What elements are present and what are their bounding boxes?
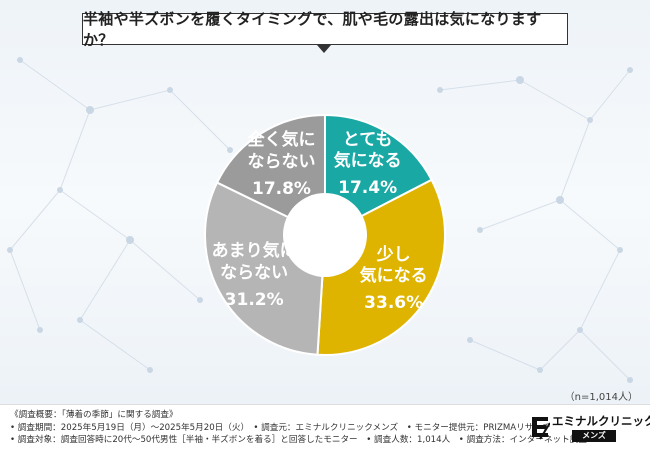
survey-footer: 《調査概要：「薄着の季節」に関する調査》 • 調査期間：2025年5月19日（月… bbox=[0, 404, 650, 451]
slice-label-line: ならない bbox=[220, 262, 289, 283]
slice-label-line: 気になる bbox=[333, 151, 402, 172]
title-pointer bbox=[317, 45, 331, 53]
slice-label-line: 全く気に bbox=[247, 130, 316, 151]
survey-line-3: • 調査対象：調査回答時に20代〜50代男性［半袖・半ズボンを着る］と回答したモ… bbox=[10, 435, 587, 445]
brand-name: エミナルクリニック bbox=[552, 414, 650, 428]
slice-label-line: あまり気に bbox=[211, 241, 297, 262]
slice-percent: 17.4% bbox=[338, 178, 398, 199]
slice-percent: 31.2% bbox=[224, 289, 284, 310]
slice-label-line: 少し bbox=[376, 244, 411, 265]
survey-details: 《調査概要：「薄着の季節」に関する調査》 • 調査期間：2025年5月19日（月… bbox=[10, 409, 587, 447]
brand-sub: メンズ bbox=[572, 430, 616, 442]
chart-title: 半袖や半ズボンを履くタイミングで、肌や毛の露出は気になりますか？ bbox=[82, 10, 568, 49]
sample-size-note: （n=1,014人） bbox=[564, 392, 638, 403]
donut-hole bbox=[283, 193, 367, 277]
slice-label-line: とても bbox=[342, 130, 393, 151]
slice-label-3: 全く気に ならない 17.8% bbox=[247, 131, 315, 201]
slice-label-line: ならない bbox=[247, 151, 316, 172]
survey-line-1: 《調査概要：「薄着の季節」に関する調査》 bbox=[10, 410, 178, 420]
slice-label-0: とても 気になる 17.4% bbox=[334, 130, 402, 200]
brand-mark-icon bbox=[532, 417, 550, 440]
slice-label-2: あまり気に ならない 31.2% bbox=[212, 241, 297, 311]
slice-percent: 33.6% bbox=[364, 293, 424, 314]
slice-label-1: 少し 気になる 33.6% bbox=[360, 245, 428, 315]
brand-logo-block: エミナルクリニック メンズ bbox=[530, 410, 650, 446]
slice-percent: 17.8% bbox=[251, 179, 311, 200]
survey-line-2: • 調査期間：2025年5月19日（月）〜2025年5月20日（火） • 調査元… bbox=[10, 422, 551, 433]
slice-label-line: 気になる bbox=[359, 266, 428, 287]
